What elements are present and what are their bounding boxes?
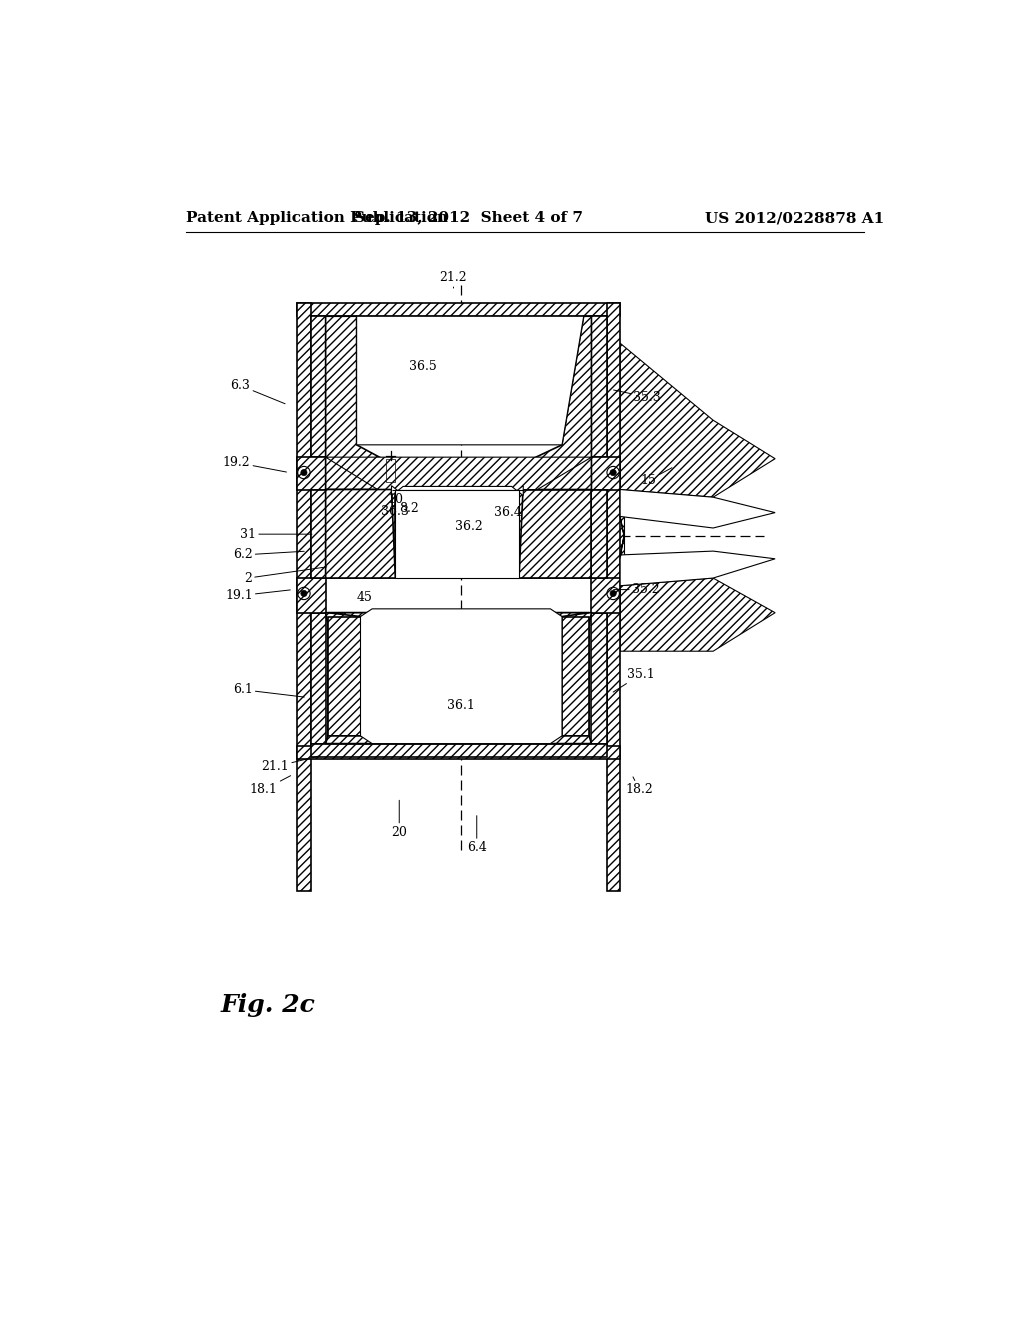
- Polygon shape: [326, 457, 592, 494]
- Polygon shape: [297, 304, 311, 891]
- Polygon shape: [395, 490, 519, 578]
- Polygon shape: [391, 486, 523, 496]
- Polygon shape: [311, 743, 607, 758]
- Circle shape: [301, 590, 307, 597]
- Text: 35.2: 35.2: [613, 583, 659, 597]
- Text: 35.3: 35.3: [613, 389, 662, 404]
- Polygon shape: [326, 490, 395, 578]
- Text: 21.1: 21.1: [261, 756, 319, 774]
- Polygon shape: [356, 317, 584, 445]
- Polygon shape: [386, 459, 395, 482]
- Polygon shape: [297, 746, 621, 759]
- Text: 18.2: 18.2: [626, 777, 653, 796]
- Text: 6.1: 6.1: [232, 684, 304, 697]
- Circle shape: [301, 470, 307, 475]
- Text: 19.2: 19.2: [222, 455, 287, 473]
- Text: 36.5: 36.5: [409, 360, 436, 372]
- Polygon shape: [326, 317, 384, 490]
- Text: US 2012/0228878 A1: US 2012/0228878 A1: [705, 211, 884, 226]
- Polygon shape: [560, 624, 589, 743]
- Circle shape: [610, 470, 616, 475]
- Polygon shape: [607, 516, 624, 554]
- Polygon shape: [519, 490, 592, 578]
- Text: 2: 2: [244, 566, 327, 585]
- Text: 36.3: 36.3: [381, 504, 410, 517]
- Polygon shape: [621, 490, 775, 536]
- Text: Sep. 13, 2012  Sheet 4 of 7: Sep. 13, 2012 Sheet 4 of 7: [354, 211, 584, 226]
- Text: Fig. 2c: Fig. 2c: [221, 994, 315, 1018]
- Polygon shape: [592, 317, 607, 457]
- Text: 36.4: 36.4: [494, 506, 521, 519]
- Polygon shape: [621, 343, 775, 498]
- Text: 20: 20: [391, 800, 408, 838]
- Text: 8.2: 8.2: [399, 502, 419, 515]
- Polygon shape: [531, 317, 592, 490]
- Polygon shape: [326, 737, 592, 743]
- Polygon shape: [621, 578, 775, 651]
- Polygon shape: [311, 490, 326, 578]
- Text: 21.2: 21.2: [439, 271, 467, 288]
- Text: 36.1: 36.1: [447, 698, 475, 711]
- Polygon shape: [621, 536, 775, 586]
- Text: 15: 15: [641, 467, 672, 487]
- Text: 6.3: 6.3: [230, 379, 285, 404]
- Polygon shape: [297, 457, 326, 490]
- Circle shape: [610, 590, 616, 597]
- Polygon shape: [326, 490, 395, 578]
- Polygon shape: [607, 304, 621, 891]
- Polygon shape: [592, 490, 607, 578]
- Polygon shape: [297, 578, 326, 612]
- Polygon shape: [562, 616, 589, 737]
- Polygon shape: [328, 624, 357, 743]
- Text: 18.1: 18.1: [250, 776, 291, 796]
- Polygon shape: [328, 612, 589, 616]
- Text: 31: 31: [240, 528, 312, 541]
- Polygon shape: [360, 609, 562, 743]
- Polygon shape: [326, 612, 592, 624]
- Polygon shape: [592, 457, 621, 490]
- Polygon shape: [592, 578, 621, 612]
- Text: 35.1: 35.1: [613, 668, 655, 692]
- Polygon shape: [297, 304, 621, 317]
- Text: 45: 45: [356, 591, 373, 603]
- Polygon shape: [311, 612, 326, 743]
- Text: 19.1: 19.1: [225, 589, 291, 602]
- Polygon shape: [311, 317, 326, 457]
- Text: 6.4: 6.4: [467, 816, 486, 854]
- Polygon shape: [328, 616, 360, 737]
- Polygon shape: [519, 490, 592, 578]
- Text: 10: 10: [387, 492, 403, 506]
- Polygon shape: [372, 616, 550, 737]
- Text: 36.2: 36.2: [455, 520, 483, 533]
- Text: 6.2: 6.2: [232, 548, 304, 561]
- Polygon shape: [592, 612, 607, 743]
- Text: Patent Application Publication: Patent Application Publication: [186, 211, 449, 226]
